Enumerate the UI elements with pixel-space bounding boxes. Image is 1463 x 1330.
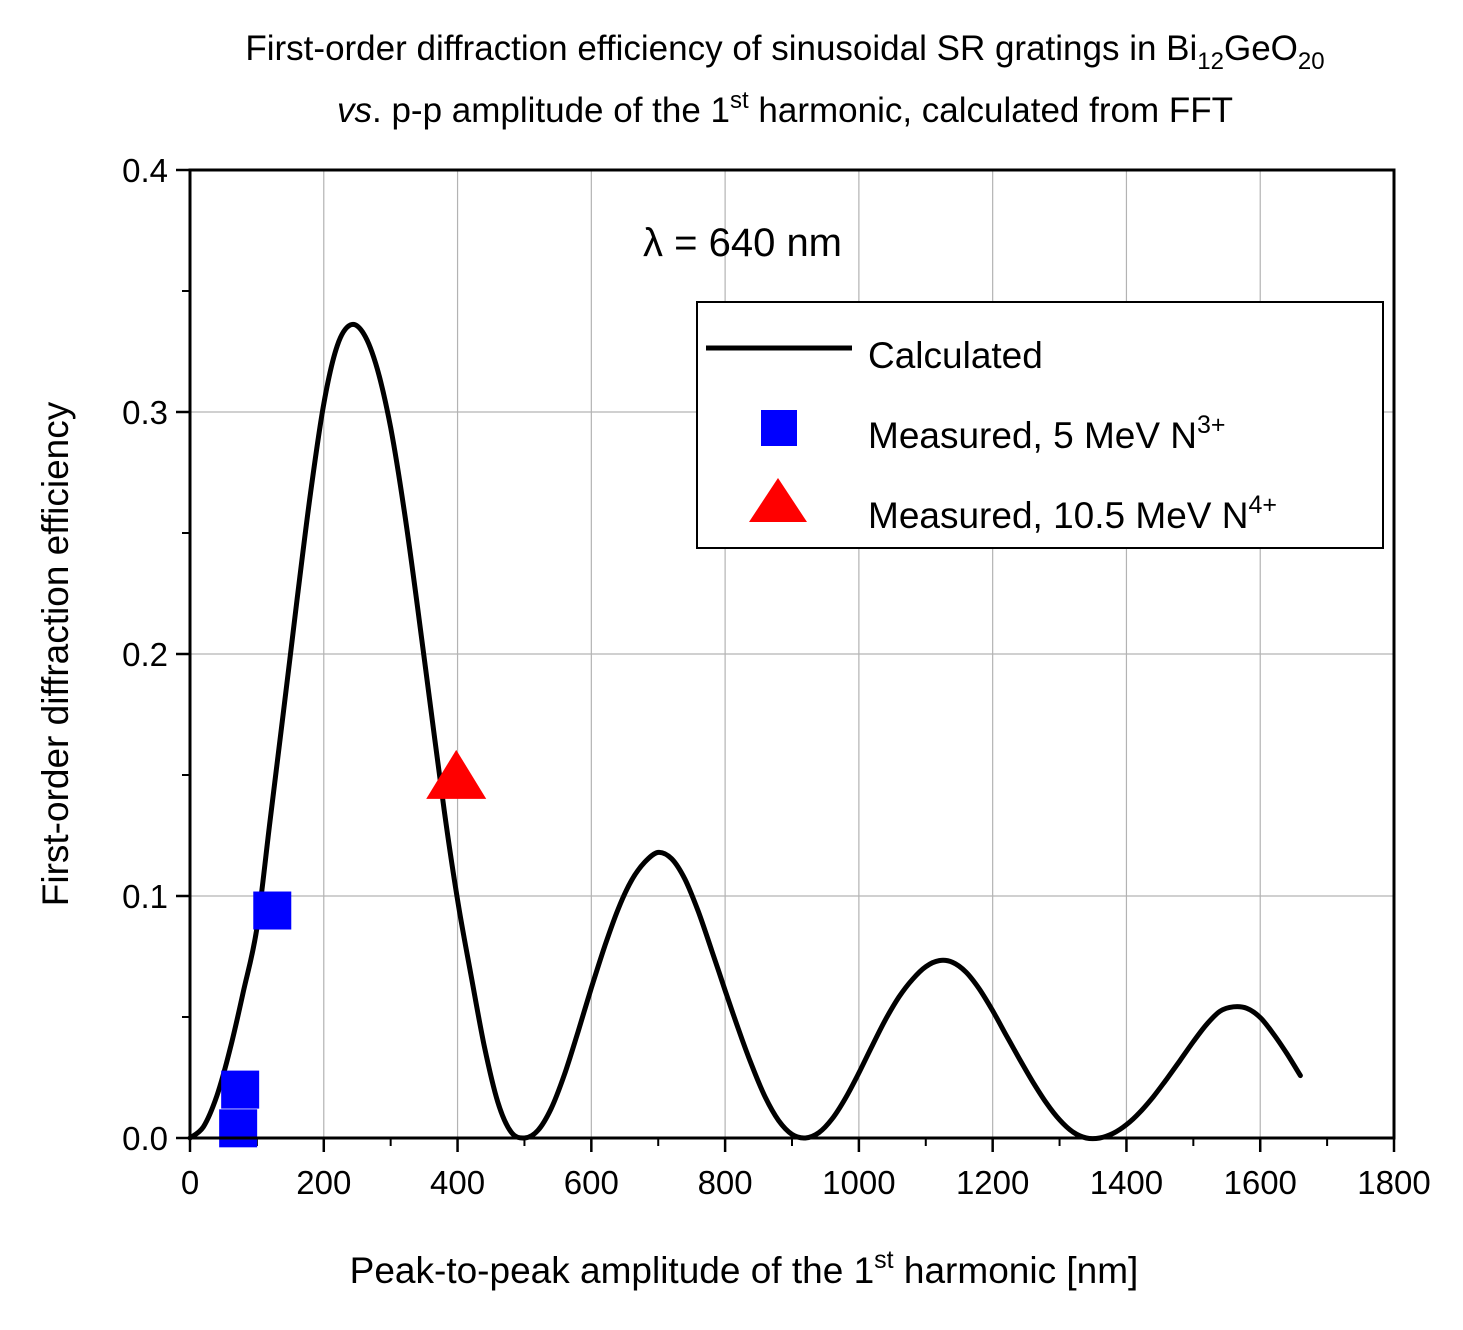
chart-title-line1: First-order diffraction efficiency of si… xyxy=(245,29,1324,75)
chart-title-line2: vs. p-p amplitude of the 1st harmonic, c… xyxy=(337,87,1233,130)
legend-label-measured-10mev: Measured, 10.5 MeV N4+ xyxy=(868,491,1277,536)
x-tick-label: 1200 xyxy=(956,1164,1029,1201)
y-tick-label: 0.4 xyxy=(122,152,168,189)
legend-swatch-measured-5mev xyxy=(761,410,797,446)
x-tick-label: 0 xyxy=(181,1164,199,1201)
calculated-curve xyxy=(187,321,1303,1142)
x-tick-label: 1000 xyxy=(822,1164,895,1201)
measured-5mev-point xyxy=(253,891,292,930)
wavelength-annotation: λ = 640 nm xyxy=(643,221,842,265)
measured-5mev-point xyxy=(221,1070,260,1109)
y-tick-label: 0.1 xyxy=(122,878,168,915)
x-tick-label: 1800 xyxy=(1357,1164,1430,1201)
legend-label-calculated: Calculated xyxy=(868,335,1043,376)
x-axis-label: Peak-to-peak amplitude of the 1st harmon… xyxy=(350,1246,1139,1291)
y-tick-label: 0.3 xyxy=(122,394,168,431)
x-tick-label: 200 xyxy=(296,1164,351,1201)
x-tick-label: 800 xyxy=(698,1164,753,1201)
legend: Calculated Measured, 5 MeV N3+ Measured,… xyxy=(696,301,1384,549)
data-layer xyxy=(187,321,1303,1148)
legend-swatch-measured-10mev xyxy=(749,478,807,522)
measured-5mev-point xyxy=(219,1109,258,1148)
y-tick-label: 0.0 xyxy=(122,1120,168,1157)
y-axis-label: First-order diffraction efficiency xyxy=(35,401,76,906)
legend-label-measured-5mev: Measured, 5 MeV N3+ xyxy=(868,411,1226,456)
x-tick-label: 1600 xyxy=(1224,1164,1297,1201)
x-tick-label: 400 xyxy=(430,1164,485,1201)
y-tick-label: 0.2 xyxy=(122,636,168,673)
x-tick-label: 600 xyxy=(564,1164,619,1201)
plot-frame xyxy=(188,168,1396,1140)
legend-box xyxy=(696,301,1384,549)
measured-10mev-point xyxy=(426,749,487,799)
axis-tick-labels: 0 200 400 600 800 1000 1200 1400 1600 1800 0.0 0.1 0… xyxy=(122,152,1431,1201)
x-tick-label: 1400 xyxy=(1090,1164,1163,1201)
